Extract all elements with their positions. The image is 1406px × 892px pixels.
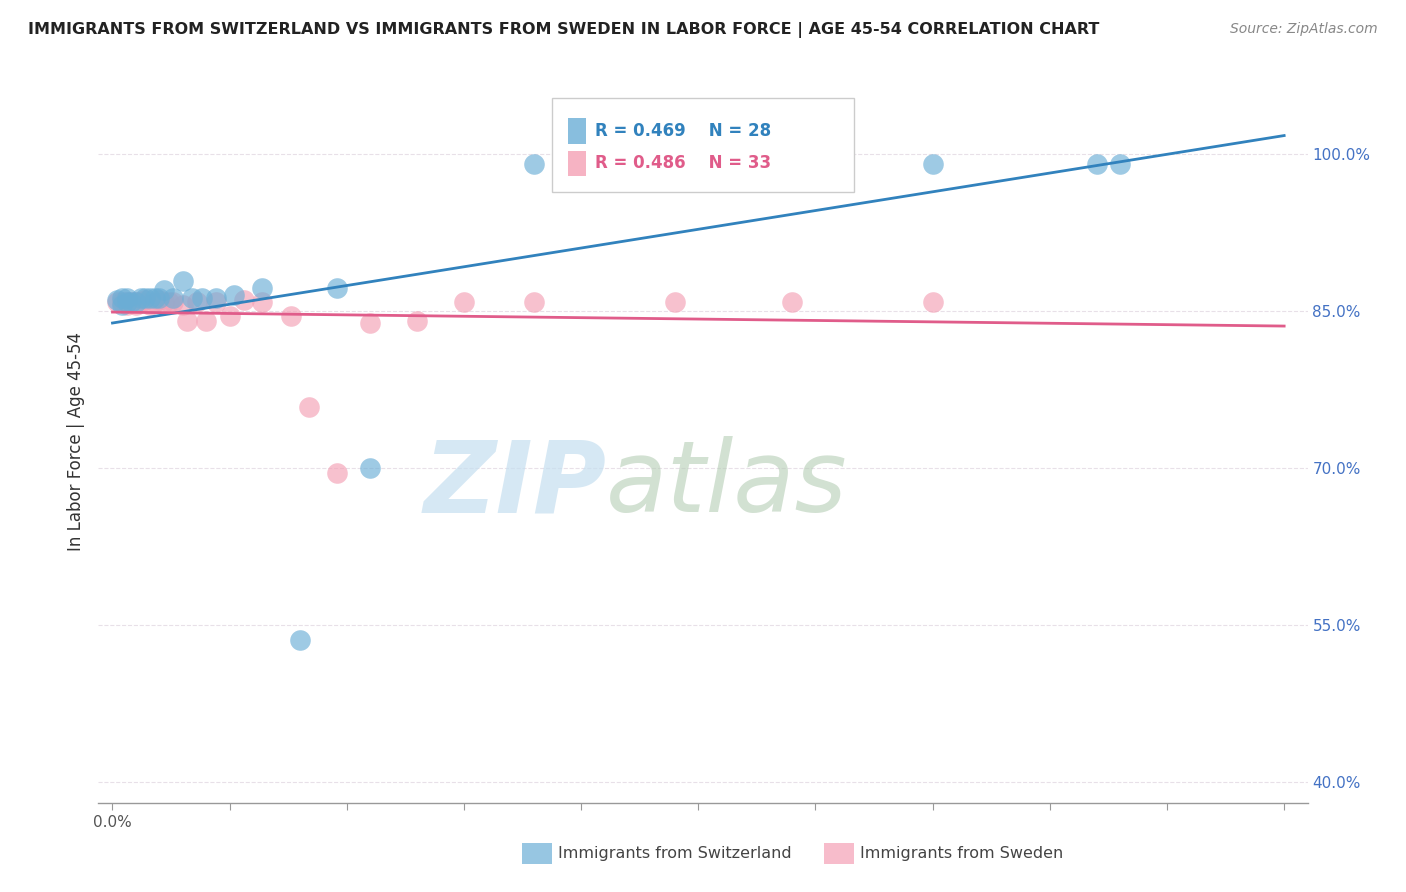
- Point: [115, 295, 138, 310]
- Point: [129, 291, 152, 305]
- Text: Source: ZipAtlas.com: Source: ZipAtlas.com: [1230, 22, 1378, 37]
- Point: [162, 295, 184, 310]
- Text: R = 0.469    N = 28: R = 0.469 N = 28: [595, 122, 772, 140]
- FancyBboxPatch shape: [551, 98, 855, 193]
- Point: [148, 293, 170, 308]
- Point: [153, 283, 176, 297]
- Point: [710, 157, 733, 171]
- Text: atlas: atlas: [606, 436, 848, 533]
- Point: [139, 291, 162, 305]
- Point: [129, 295, 152, 310]
- Point: [143, 295, 166, 310]
- Point: [139, 298, 162, 312]
- Point: [298, 400, 321, 414]
- Point: [176, 314, 198, 328]
- Point: [120, 295, 142, 310]
- Point: [186, 295, 208, 310]
- Point: [1085, 157, 1108, 171]
- Point: [218, 309, 240, 323]
- Point: [105, 293, 128, 308]
- Point: [190, 291, 212, 305]
- Point: [359, 316, 381, 330]
- Bar: [824, 843, 855, 864]
- Bar: [522, 843, 551, 864]
- Point: [288, 633, 311, 648]
- Point: [125, 295, 148, 310]
- Bar: [568, 119, 586, 144]
- Point: [232, 293, 254, 308]
- Y-axis label: In Labor Force | Age 45-54: In Labor Force | Age 45-54: [66, 332, 84, 551]
- Point: [224, 288, 246, 302]
- Point: [181, 291, 204, 305]
- Point: [157, 295, 180, 310]
- Point: [111, 291, 134, 305]
- Text: Immigrants from Sweden: Immigrants from Sweden: [860, 846, 1063, 861]
- Text: IMMIGRANTS FROM SWITZERLAND VS IMMIGRANTS FROM SWEDEN IN LABOR FORCE | AGE 45-54: IMMIGRANTS FROM SWITZERLAND VS IMMIGRANT…: [28, 22, 1099, 38]
- Point: [115, 298, 138, 312]
- Point: [120, 295, 142, 310]
- Point: [195, 314, 218, 328]
- Point: [134, 293, 156, 308]
- Point: [523, 295, 546, 310]
- Point: [921, 157, 943, 171]
- Point: [780, 295, 803, 310]
- Point: [172, 298, 194, 312]
- Text: Immigrants from Switzerland: Immigrants from Switzerland: [558, 846, 792, 861]
- Point: [1109, 157, 1132, 171]
- Point: [204, 295, 226, 310]
- Point: [115, 295, 138, 310]
- Point: [105, 295, 128, 310]
- Point: [172, 274, 194, 288]
- Point: [664, 295, 686, 310]
- Point: [111, 295, 134, 310]
- Point: [326, 466, 349, 480]
- Point: [143, 291, 166, 305]
- Point: [921, 295, 943, 310]
- Point: [125, 295, 148, 310]
- Point: [111, 298, 134, 312]
- Text: ZIP: ZIP: [423, 436, 606, 533]
- Point: [406, 314, 429, 328]
- Point: [153, 295, 176, 310]
- Point: [148, 291, 170, 305]
- Point: [115, 291, 138, 305]
- Point: [453, 295, 475, 310]
- Point: [280, 309, 302, 323]
- Point: [252, 295, 274, 310]
- Bar: [568, 151, 586, 176]
- Point: [204, 291, 226, 305]
- Point: [125, 298, 148, 312]
- Point: [162, 291, 184, 305]
- Point: [359, 460, 381, 475]
- Text: R = 0.486    N = 33: R = 0.486 N = 33: [595, 154, 772, 172]
- Point: [523, 157, 546, 171]
- Point: [134, 291, 156, 305]
- Point: [326, 280, 349, 294]
- Point: [252, 280, 274, 294]
